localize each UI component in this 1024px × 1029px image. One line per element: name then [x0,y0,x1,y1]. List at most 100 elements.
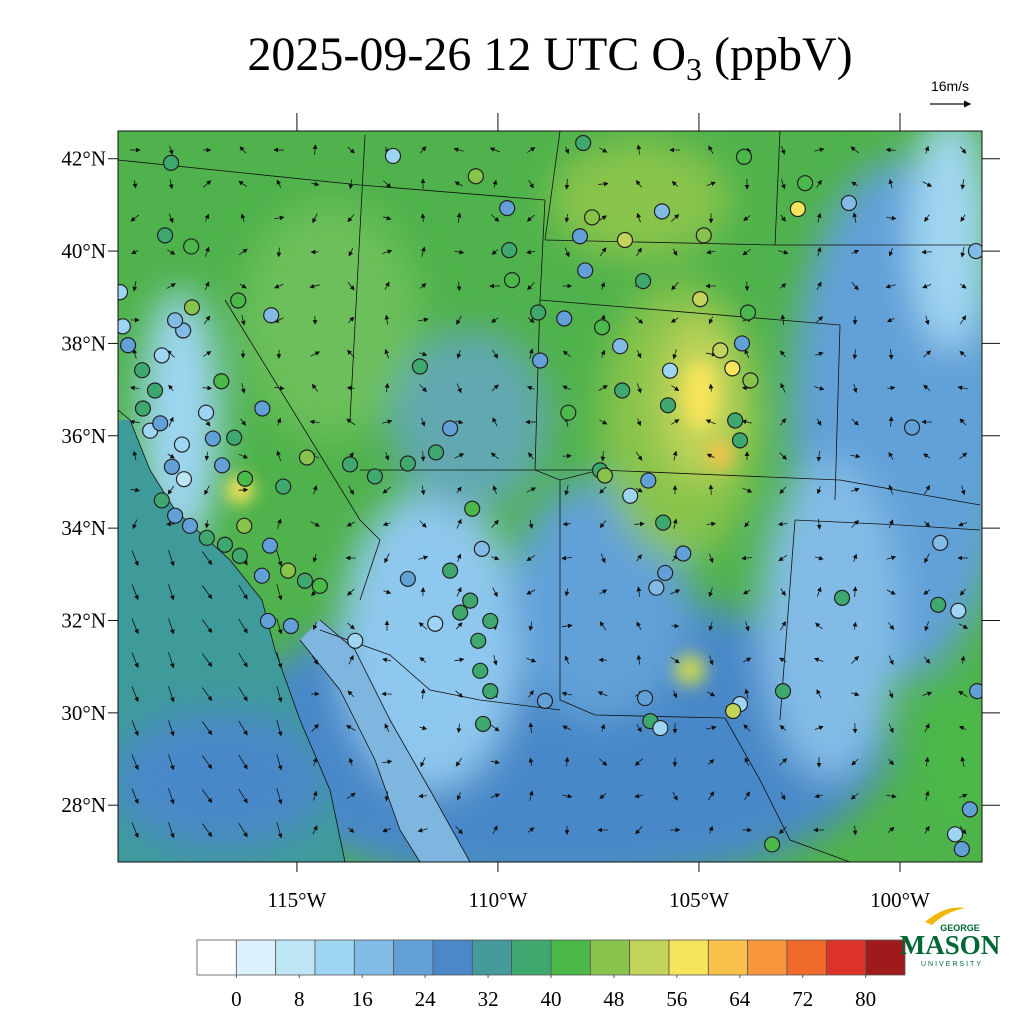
station [841,196,856,211]
title-subscript: 3 [686,51,702,87]
station [468,169,483,184]
colorbar-box [276,940,315,975]
station [617,232,632,247]
wind-reference-label: 16m/s [931,78,969,94]
station [658,565,673,580]
station [743,373,758,388]
pacific-blue [110,710,330,850]
y-tick-label: 30°N [61,701,106,725]
station [732,433,747,448]
station [931,597,946,612]
station [968,244,983,259]
station [342,457,357,472]
station [154,348,169,363]
station [260,613,275,628]
station [154,493,169,508]
station [232,548,247,563]
station [572,229,587,244]
colorbar-label: 64 [729,987,751,1011]
station [473,663,488,678]
station [199,405,214,420]
wind-arrow [922,252,932,253]
colorbar-label: 56 [666,987,687,1011]
station [765,837,780,852]
station [948,827,963,842]
station [483,613,498,628]
station [954,842,969,857]
station [443,563,458,578]
station [798,176,813,191]
station [585,210,600,225]
station [254,568,269,583]
station [636,274,651,289]
station [153,416,168,431]
colorbar-label: 40 [541,987,562,1011]
station [264,308,279,323]
colorbar-box [787,940,826,975]
station [661,398,676,413]
logo-main: MASON [900,930,1001,960]
station [400,571,415,586]
station [386,148,401,163]
station [199,530,214,545]
y-tick-label: 36°N [61,424,106,448]
station [835,590,850,605]
station [147,383,162,398]
colorbar-box [433,940,472,975]
station [728,413,743,428]
y-tick-label: 28°N [61,793,106,817]
colorbar-box [315,940,354,975]
colorbar-box [590,940,629,975]
station [653,721,668,736]
station [500,201,515,216]
station [174,437,189,452]
wind-arrow [747,282,748,291]
colorbar-box [551,940,590,975]
station [184,300,199,315]
station [283,619,298,634]
station [734,336,749,351]
station [905,420,920,435]
colorbar-label: 32 [478,987,499,1011]
station [951,603,966,618]
station [237,518,252,533]
logo: GEORGE MASON UNIVERSITY [900,908,1001,968]
station [429,445,444,460]
colorbar-label: 48 [603,987,624,1011]
station [135,401,150,416]
station [238,471,253,486]
station [276,479,291,494]
station [933,535,948,550]
logo-bottom: UNIVERSITY [921,961,983,968]
station [531,305,546,320]
station [168,313,183,328]
y-tick-label: 32°N [61,608,106,632]
x-tick-label: 105°W [669,888,729,912]
title-suffix: (ppbV) [702,28,853,81]
colorbar-box [512,940,551,975]
wind-arrow [671,626,678,627]
station [453,605,468,620]
station [164,155,179,170]
station [775,684,790,699]
station [474,541,489,556]
station [255,401,270,416]
station [227,430,242,445]
x-tick-label: 110°W [468,888,527,912]
station [214,374,229,389]
station [696,228,711,243]
station [557,311,572,326]
station [428,616,443,631]
station [502,243,517,258]
station [726,703,741,718]
station [537,693,552,708]
colorbar-box [394,940,433,975]
ozone-field [110,110,1010,890]
station [713,343,728,358]
station [615,383,630,398]
station [790,202,805,217]
station [463,593,478,608]
station [597,468,612,483]
